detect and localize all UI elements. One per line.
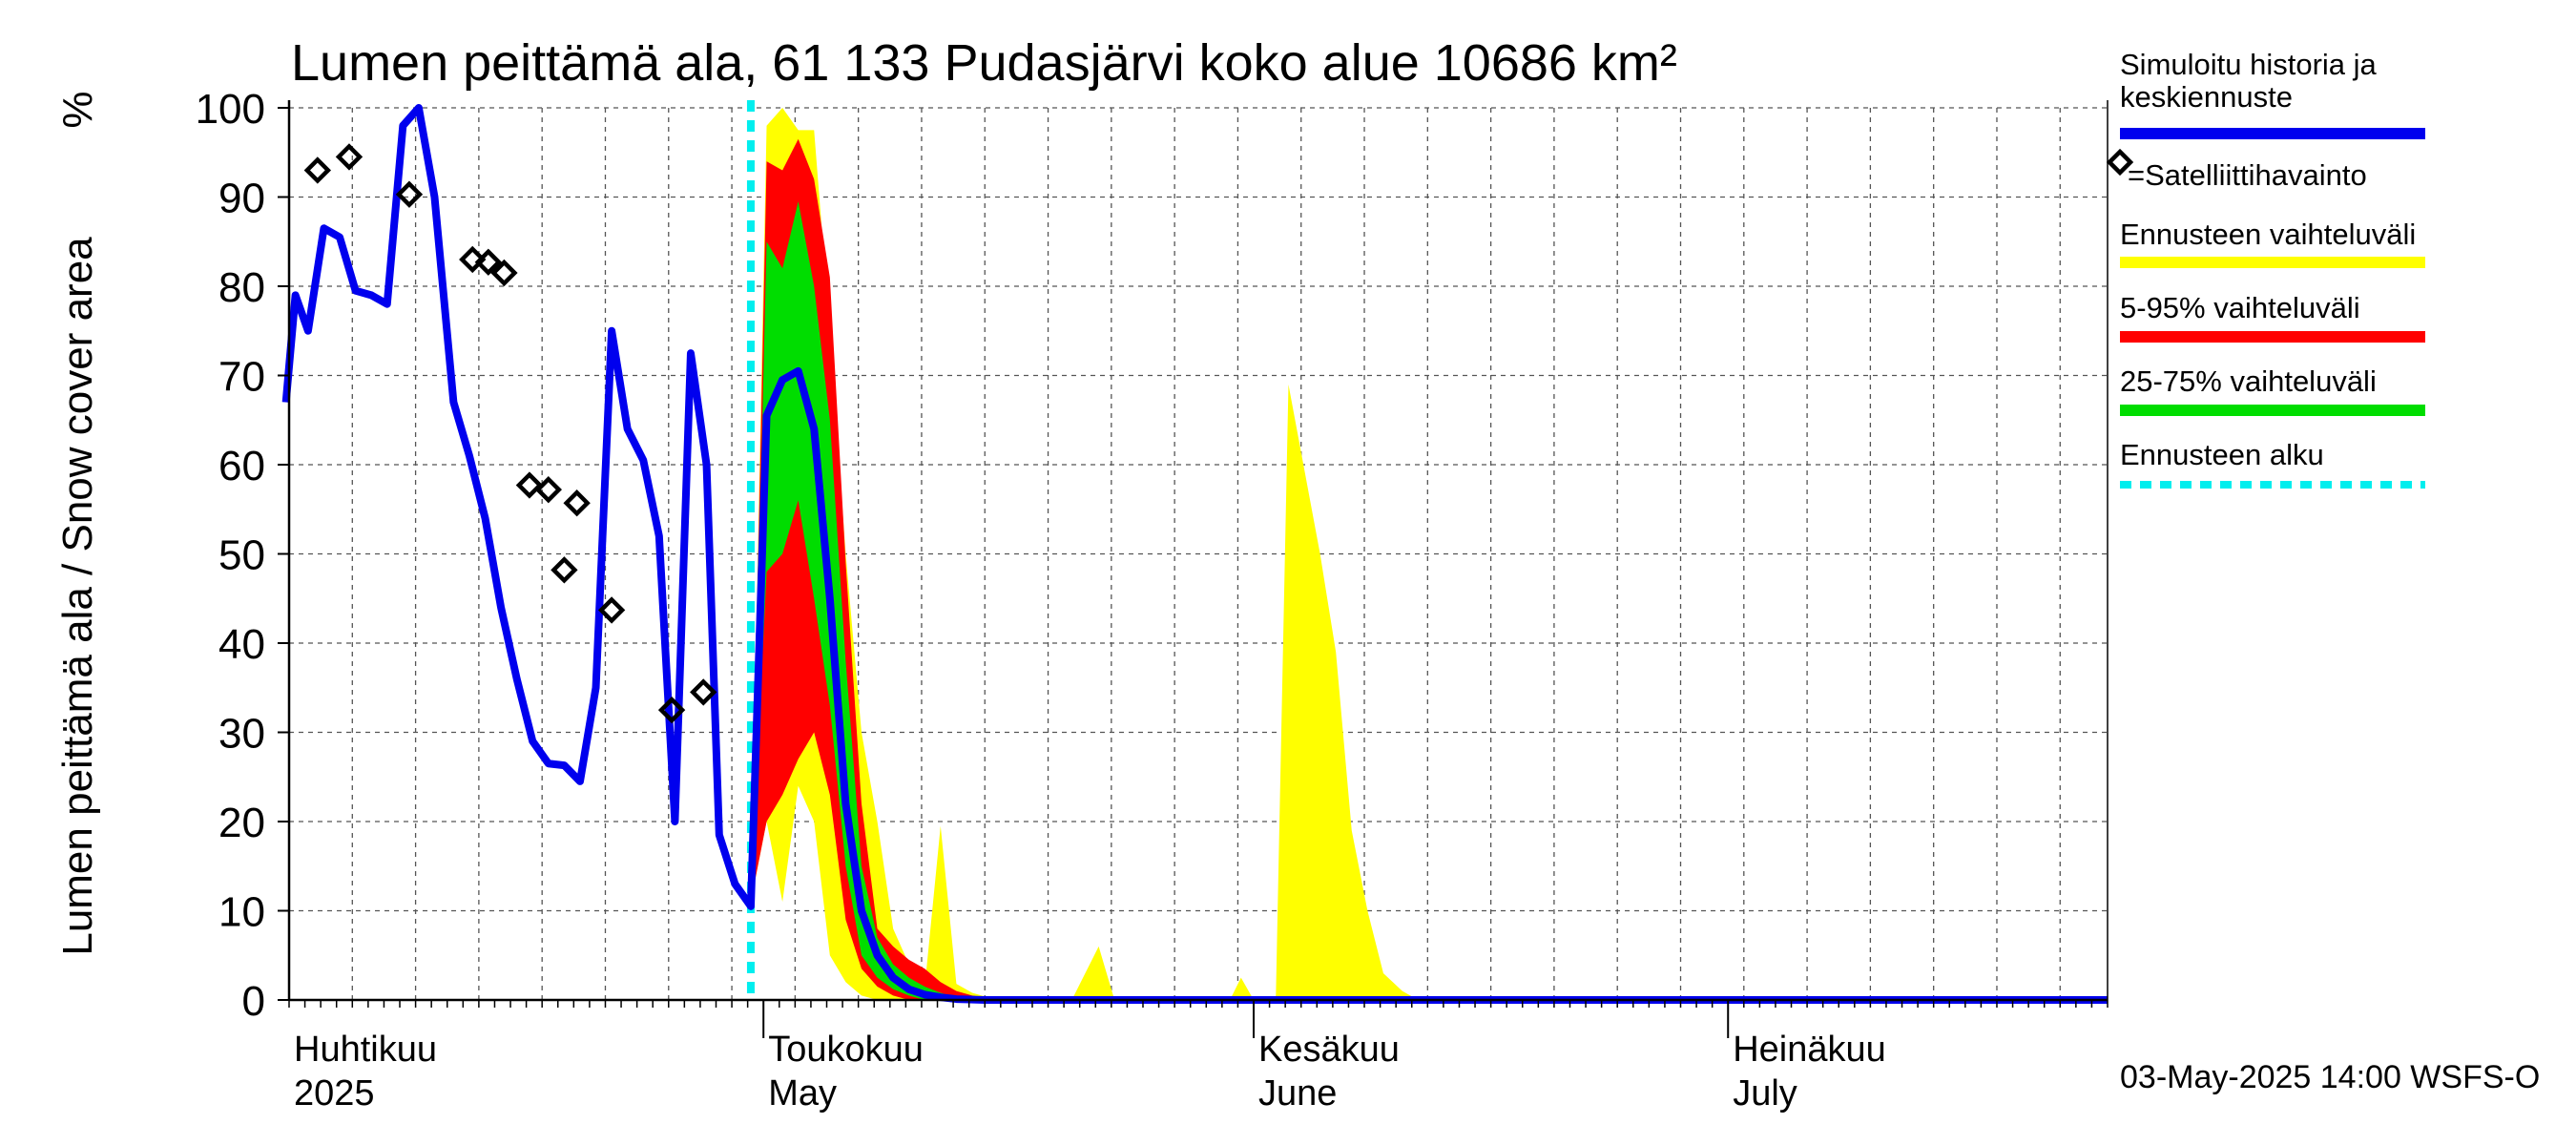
forecast-bands	[750, 108, 2108, 1001]
x-month-sublabel: May	[768, 1073, 837, 1114]
satellite-observation-marker	[395, 180, 424, 208]
x-month-sublabel: 2025	[294, 1073, 375, 1114]
band-ennusteen-vaihteluv-li	[750, 108, 2108, 1000]
satellite-observation-marker	[335, 143, 364, 171]
y-tick-label: 80	[218, 264, 265, 311]
y-tick-label: 100	[196, 86, 265, 133]
satellite-observation-marker	[459, 245, 487, 274]
simulated-series-line	[281, 104, 2108, 1004]
satellite-observation-marker	[690, 678, 717, 706]
x-month-sublabel: July	[1733, 1073, 1797, 1114]
satellite-observation-marker	[515, 471, 544, 499]
x-month-sublabel: June	[1258, 1073, 1337, 1114]
satellite-observation-marker	[474, 248, 503, 276]
y-tick-label: 0	[242, 978, 265, 1025]
y-axis-unit: %	[54, 91, 101, 128]
x-month-label: Toukokuu	[768, 1030, 924, 1070]
y-axis-label: Lumen peittämä ala / Snow cover area	[54, 237, 101, 956]
x-month-label: Kesäkuu	[1258, 1030, 1400, 1070]
y-tick-label: 40	[218, 621, 265, 668]
y-tick-label: 20	[218, 800, 265, 846]
legend-label: Ennusteen alku	[2120, 438, 2324, 471]
y-tick-label: 10	[218, 889, 265, 936]
satellite-observation-marker	[534, 475, 562, 504]
satellite-observation-marker	[551, 556, 578, 584]
legend-diamond-marker	[2106, 148, 2134, 177]
y-tick-label: 60	[218, 443, 265, 489]
legend-label: Simuloitu historia ja	[2120, 48, 2378, 81]
footer-timestamp: 03-May-2025 14:00 WSFS-O	[2120, 1059, 2540, 1095]
y-tick-label: 50	[218, 532, 265, 579]
y-tick-label: 70	[218, 354, 265, 401]
legend-label: 5-95% vaihteluväli	[2120, 291, 2360, 324]
y-tick-label: 90	[218, 176, 265, 222]
satellite-observation-marker	[657, 696, 686, 724]
satellite-observation-marker	[597, 596, 626, 624]
x-month-label: Heinäkuu	[1733, 1030, 1886, 1070]
legend-label: 25-75% vaihteluväli	[2120, 364, 2377, 398]
legend-label: =Satelliittihavainto	[2128, 158, 2367, 192]
y-tick-label: 30	[218, 711, 265, 758]
x-month-label: Huhtikuu	[294, 1030, 437, 1070]
legend-label: Ennusteen vaihteluväli	[2120, 218, 2416, 251]
satellite-observation-marker	[303, 156, 332, 184]
satellite-observations	[303, 143, 717, 724]
chart-title: Lumen peittämä ala, 61 133 Pudasjärvi ko…	[291, 34, 1677, 92]
satellite-observation-marker	[563, 489, 591, 517]
legend-label: keskiennuste	[2120, 80, 2293, 114]
satellite-observation-marker	[490, 259, 518, 287]
data-series	[281, 100, 2108, 1004]
